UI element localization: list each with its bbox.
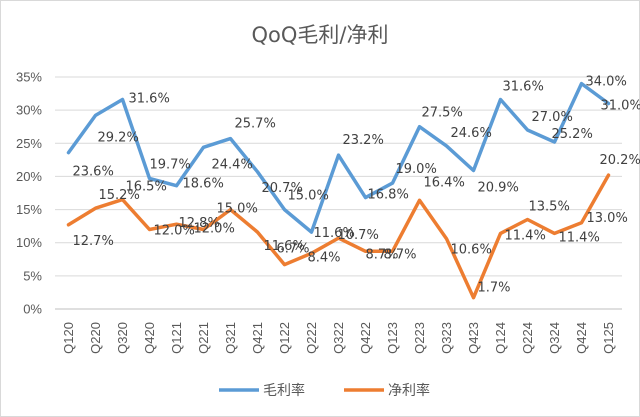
x-tick-label: Q122 [277,322,292,354]
x-tick-label: Q324 [547,322,562,354]
legend-label: 净利率 [388,382,430,399]
legend: 毛利率 净利率 [219,382,430,399]
data-label: 8.4% [308,250,341,265]
data-label: 11.6% [264,239,305,254]
data-label: 23.6% [73,165,114,180]
y-axis-ticks: 0% 5% 10% 15% 20% 25% 30% 35% [16,70,42,317]
x-tick-label: Q423 [466,322,481,354]
data-label: 20.9% [478,180,519,195]
data-label: 13.5% [529,200,570,215]
chart-title: QoQ毛利/净利 [252,23,389,47]
x-tick-label: Q121 [169,322,184,354]
data-label: 12.8% [179,216,220,231]
data-label: 24.6% [451,126,492,141]
x-tick-label: Q120 [61,322,76,354]
data-label: 23.2% [343,133,384,148]
x-tick-label: Q320 [115,322,130,354]
data-label: 12.0% [154,223,195,238]
data-label: 29.2% [98,130,139,145]
data-label: 12.7% [73,234,114,249]
data-label: 20.2% [600,153,640,168]
data-label: 12.0% [194,221,235,236]
x-axis-ticks: Q120 Q220 Q320 Q420 Q121 Q221 Q321 Q421 Q122 Q222… [61,322,616,354]
data-label: 19.7% [150,157,191,172]
data-label: 11.4% [505,228,546,243]
data-label: 10.6% [451,243,492,258]
data-label: 19.0% [396,162,437,177]
x-tick-label: Q421 [250,322,265,354]
data-label: 16.8% [368,188,409,203]
x-tick-label: Q220 [88,322,103,354]
data-label: 1.7% [478,281,511,296]
y-tick-label: 10% [16,235,42,250]
x-tick-label: Q223 [412,322,427,354]
data-label: 31.6% [129,92,170,107]
x-tick-label: Q321 [223,322,238,354]
y-tick-label: 15% [16,202,42,217]
data-label: 24.4% [212,157,253,172]
data-label: 31.0% [601,99,640,114]
data-label: 10.7% [338,228,379,243]
data-label: 20.7% [262,181,303,196]
data-label: 18.6% [183,177,224,192]
data-label: 6.7% [277,242,310,257]
data-label: 11.4% [559,230,600,245]
y-tick-label: 35% [16,70,42,85]
data-label: 31.6% [503,80,544,95]
data-label: 16.5% [126,180,167,195]
series-lines [66,81,611,300]
data-label: 27.5% [422,106,463,121]
x-tick-label: Q123 [385,322,400,354]
data-label: 8.7% [384,247,417,262]
x-tick-label: Q222 [304,322,319,354]
x-tick-label: Q124 [493,322,508,354]
y-tick-label: 30% [16,103,42,118]
series-line [66,81,611,234]
x-tick-label: Q422 [358,322,373,354]
data-label: 15.0% [217,202,258,217]
y-tick-label: 0% [23,302,42,317]
data-label: 15.0% [288,189,329,204]
y-tick-label: 20% [16,169,42,184]
data-label: 15.2% [99,188,140,203]
x-tick-label: Q125 [601,322,616,354]
x-tick-label: Q221 [196,322,211,354]
data-label: 34.0% [586,75,627,90]
legend-label: 毛利率 [263,382,305,399]
x-tick-label: Q323 [439,322,454,354]
x-tick-label: Q424 [574,322,589,354]
y-tick-label: 5% [23,268,42,283]
data-label: 25.7% [235,117,276,132]
data-label: 8.7% [366,247,399,262]
y-tick-label: 25% [16,136,42,151]
data-label: 25.2% [552,127,593,142]
x-tick-label: Q420 [142,322,157,354]
x-tick-label: Q224 [520,322,535,354]
data-label: 16.4% [424,175,465,190]
data-label: 27.0% [532,110,573,125]
series-line [66,173,611,300]
data-label: 11.6% [314,226,355,241]
data-label: 13.0% [587,211,628,226]
data-labels: 23.6% 29.2% 31.6% 19.7% 18.6% 24.4% 25.7% 20.7%… [73,75,640,296]
x-tick-label: Q322 [331,322,346,354]
